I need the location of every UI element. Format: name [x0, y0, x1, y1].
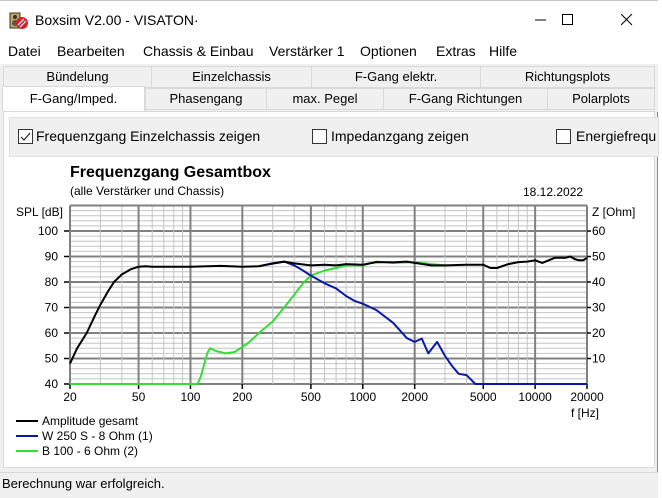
svg-text:20: 20 [63, 390, 77, 404]
legend-swatch-green [16, 449, 38, 452]
minimize-button[interactable] [518, 1, 564, 39]
minimize-icon [535, 19, 546, 21]
svg-text:5000: 5000 [470, 390, 497, 404]
menu-chassis-einbau[interactable]: Chassis & Einbau [143, 43, 254, 59]
status-text: Berechnung war erfolgreich. [2, 476, 165, 491]
legend-label: B 100 - 6 Ohm (2) [42, 443, 139, 458]
tab-richtungsplots[interactable]: Richtungsplots [480, 66, 655, 88]
menu-hilfe[interactable]: Hilfe [489, 43, 518, 59]
tab-panel: Frequenzgang Einzelchassis zeigen Impeda… [3, 111, 659, 468]
svg-text:50: 50 [132, 390, 146, 404]
tab-einzelchassis[interactable]: Einzelchassis [151, 66, 312, 88]
chart-subtitle: (alle Verstärker und Chassis) [70, 184, 225, 198]
menu-bar: Datei Bearbeiten Chassis & Einbau Verstä… [0, 38, 658, 64]
svg-text:100: 100 [180, 390, 200, 404]
svg-text:2000: 2000 [401, 390, 428, 404]
checkbox-energie[interactable] [556, 129, 571, 144]
svg-text:30: 30 [592, 301, 606, 315]
svg-text:60: 60 [592, 224, 606, 238]
title-bar[interactable]: Boxsim V2.00 - VISATON· [0, 0, 658, 38]
checkmark-icon [20, 132, 31, 141]
svg-text:20: 20 [592, 326, 606, 340]
tab-fgang-elektr[interactable]: F-Gang elektr. [311, 66, 481, 88]
status-bar: Berechnung war erfolgreich. [0, 472, 658, 498]
svg-text:20000: 20000 [570, 390, 604, 404]
window-title: Boxsim V2.00 - VISATON· [35, 12, 199, 28]
chart-title: Frequenzgang Gesamtbox [70, 164, 271, 181]
svg-text:500: 500 [301, 390, 321, 404]
series-line [69, 255, 588, 365]
maximize-button[interactable] [545, 1, 591, 39]
svg-text:70: 70 [45, 301, 59, 315]
x-axis-label: f [Hz] [571, 406, 600, 420]
tab-strip: Bündelung Einzelchassis F-Gang elektr. R… [0, 64, 658, 112]
legend-item-tweeter: B 100 - 6 Ohm (2) [16, 443, 153, 458]
series-line [258, 260, 587, 385]
svg-text:10: 10 [592, 352, 606, 366]
svg-text:1000: 1000 [349, 390, 376, 404]
checkbox-energie-label[interactable]: Energiefrequ [576, 128, 657, 144]
boxsim-app-icon [9, 12, 29, 30]
svg-text:50: 50 [45, 352, 59, 366]
svg-text:40: 40 [45, 377, 59, 391]
legend-swatch-blue [16, 434, 38, 437]
close-button[interactable] [604, 1, 650, 39]
chart-date: 18.12.2022 [523, 185, 584, 199]
menu-bearbeiten[interactable]: Bearbeiten [57, 43, 125, 59]
menu-datei[interactable]: Datei [8, 43, 41, 59]
checkbox-einzelchassis[interactable] [18, 129, 33, 144]
tab-fgang-imped[interactable]: F-Gang/Imped. [2, 86, 145, 111]
y-axis-left-label: SPL [dB] [16, 205, 63, 219]
legend-swatch-black [16, 419, 38, 422]
tab-phasengang[interactable]: Phasengang [145, 88, 267, 110]
menu-extras[interactable]: Extras [436, 43, 476, 59]
checkbox-impedanz[interactable] [312, 129, 327, 144]
svg-text:50: 50 [592, 250, 606, 264]
legend-item-amplitude: Amplitude gesamt [16, 413, 153, 428]
svg-text:90: 90 [45, 250, 59, 264]
menu-optionen[interactable]: Optionen [360, 43, 417, 59]
legend-label: Amplitude gesamt [42, 413, 139, 428]
checkbox-impedanz-label[interactable]: Impedanzgang zeigen [331, 128, 469, 144]
svg-text:200: 200 [232, 390, 252, 404]
svg-text:40: 40 [592, 275, 606, 289]
svg-text:10000: 10000 [518, 390, 552, 404]
svg-text:80: 80 [45, 275, 59, 289]
legend-label: W 250 S - 8 Ohm (1) [42, 428, 153, 443]
options-row: Frequenzgang Einzelchassis zeigen Impeda… [9, 117, 659, 157]
close-icon [621, 14, 633, 26]
chart-legend: Amplitude gesamt W 250 S - 8 Ohm (1) B 1… [16, 413, 153, 458]
svg-text:100: 100 [38, 224, 58, 238]
tab-fgang-richtungen[interactable]: F-Gang Richtungen [383, 88, 548, 110]
svg-text:60: 60 [45, 326, 59, 340]
legend-item-woofer: W 250 S - 8 Ohm (1) [16, 428, 153, 443]
y-axis-right-label: Z [Ohm] [592, 205, 636, 219]
menu-verstaerker[interactable]: Verstärker 1 [269, 43, 345, 59]
checkbox-einzelchassis-label[interactable]: Frequenzgang Einzelchassis zeigen [36, 128, 261, 144]
tab-polarplots[interactable]: Polarplots [547, 88, 655, 110]
maximize-icon [562, 14, 573, 25]
